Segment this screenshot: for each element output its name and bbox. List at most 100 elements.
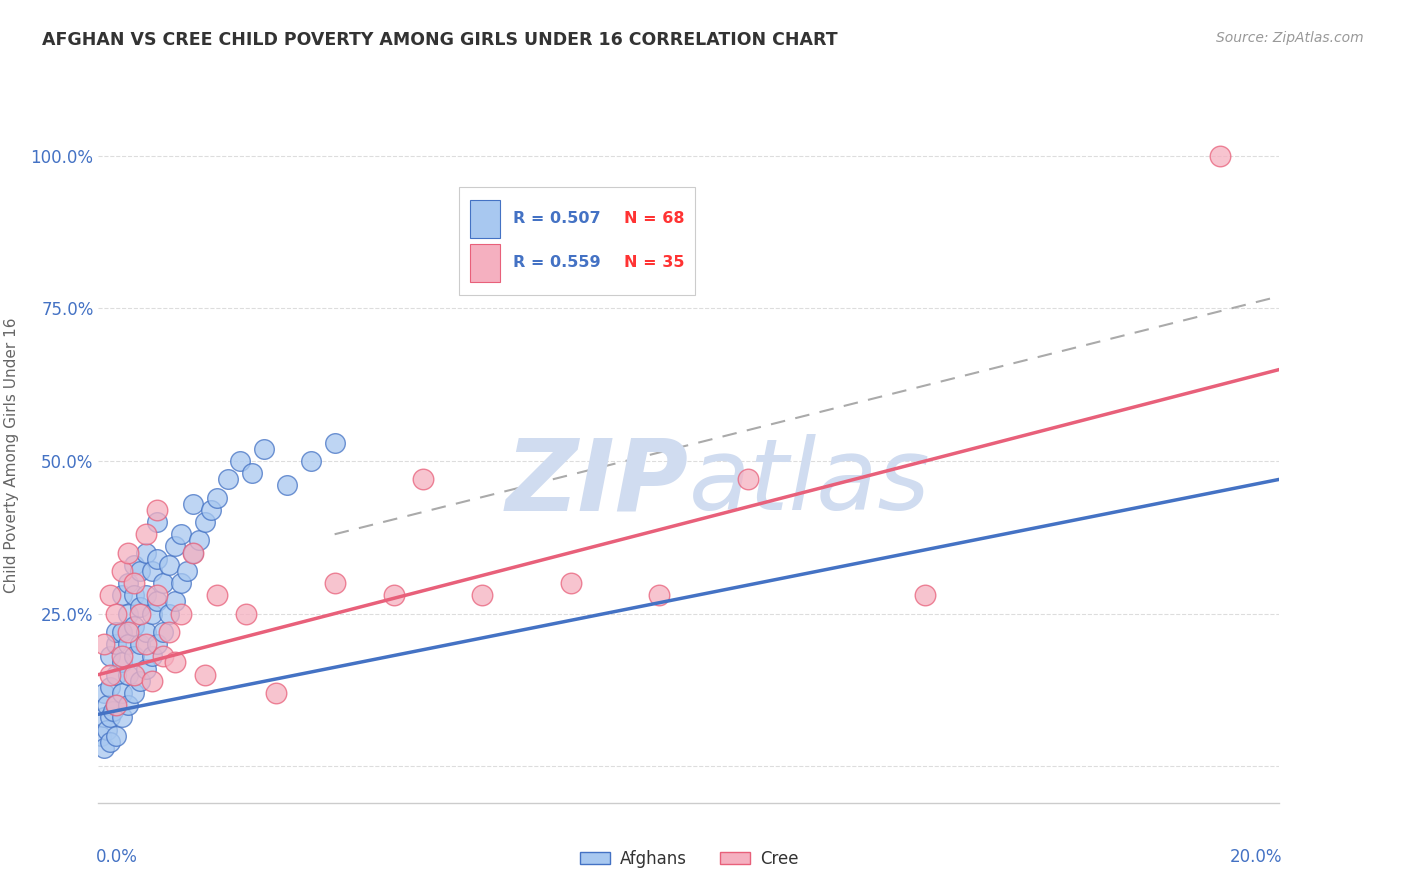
- FancyBboxPatch shape: [471, 244, 501, 283]
- Point: [111, 710, 134, 724]
- Legend: Afghans, Cree: Afghans, Cree: [572, 843, 806, 874]
- Point: [165, 594, 187, 608]
- Point: [96, 698, 118, 713]
- Point: [93, 710, 115, 724]
- FancyBboxPatch shape: [458, 187, 695, 295]
- Point: [170, 527, 193, 541]
- Text: Source: ZipAtlas.com: Source: ZipAtlas.com: [1216, 31, 1364, 45]
- Text: atlas: atlas: [689, 434, 931, 532]
- Point: [165, 656, 187, 670]
- Text: ZIP: ZIP: [506, 434, 689, 532]
- Point: [128, 673, 150, 688]
- Point: [103, 704, 125, 718]
- Point: [135, 588, 157, 602]
- Point: [117, 637, 139, 651]
- Point: [117, 607, 139, 621]
- Point: [122, 667, 145, 681]
- Point: [146, 594, 169, 608]
- FancyBboxPatch shape: [471, 200, 501, 238]
- Point: [170, 607, 193, 621]
- Point: [111, 649, 134, 664]
- Text: 0.0%: 0.0%: [96, 848, 138, 866]
- Point: [205, 588, 228, 602]
- Point: [146, 637, 169, 651]
- Point: [117, 576, 139, 591]
- Point: [105, 698, 128, 713]
- Point: [111, 624, 134, 639]
- Point: [141, 649, 163, 664]
- Point: [648, 588, 671, 602]
- Point: [323, 576, 346, 591]
- Point: [914, 588, 936, 602]
- Point: [128, 564, 150, 578]
- Point: [146, 515, 169, 529]
- Point: [141, 564, 163, 578]
- Point: [117, 624, 139, 639]
- Point: [98, 667, 121, 681]
- Point: [323, 435, 346, 450]
- Point: [264, 686, 287, 700]
- Point: [111, 588, 134, 602]
- Point: [157, 624, 180, 639]
- Text: R = 0.559: R = 0.559: [513, 255, 600, 270]
- Point: [276, 478, 298, 492]
- Point: [135, 661, 157, 675]
- Point: [229, 454, 252, 468]
- Point: [165, 540, 187, 554]
- Point: [141, 673, 163, 688]
- Point: [205, 491, 228, 505]
- Point: [194, 667, 217, 681]
- Point: [235, 607, 257, 621]
- Point: [181, 545, 204, 559]
- Point: [122, 576, 145, 591]
- Point: [122, 588, 145, 602]
- Point: [122, 686, 145, 700]
- Point: [146, 588, 169, 602]
- Point: [105, 607, 128, 621]
- Point: [170, 576, 193, 591]
- Point: [105, 624, 128, 639]
- Point: [98, 588, 121, 602]
- Point: [217, 472, 239, 486]
- Point: [560, 576, 582, 591]
- Point: [240, 467, 263, 481]
- Text: N = 68: N = 68: [624, 211, 685, 226]
- Point: [128, 637, 150, 651]
- Point: [146, 551, 169, 566]
- Point: [93, 637, 115, 651]
- Point: [187, 533, 209, 548]
- Point: [117, 698, 139, 713]
- Point: [105, 729, 128, 743]
- Point: [111, 564, 134, 578]
- Point: [93, 686, 115, 700]
- Point: [382, 588, 405, 602]
- Point: [200, 503, 222, 517]
- Point: [105, 667, 128, 681]
- Point: [105, 698, 128, 713]
- Text: AFGHAN VS CREE CHILD POVERTY AMONG GIRLS UNDER 16 CORRELATION CHART: AFGHAN VS CREE CHILD POVERTY AMONG GIRLS…: [42, 31, 838, 49]
- Point: [98, 735, 121, 749]
- Point: [412, 472, 434, 486]
- Point: [122, 558, 145, 572]
- Point: [152, 624, 174, 639]
- Point: [135, 624, 157, 639]
- Point: [181, 545, 204, 559]
- Point: [135, 637, 157, 651]
- Point: [152, 649, 174, 664]
- Point: [128, 607, 150, 621]
- Point: [181, 497, 204, 511]
- Point: [471, 588, 494, 602]
- Text: R = 0.507: R = 0.507: [513, 211, 600, 226]
- Point: [135, 527, 157, 541]
- Point: [135, 545, 157, 559]
- Point: [93, 740, 115, 755]
- Point: [176, 564, 198, 578]
- Point: [96, 723, 118, 737]
- Point: [98, 710, 121, 724]
- Y-axis label: Child Poverty Among Girls Under 16: Child Poverty Among Girls Under 16: [4, 318, 20, 592]
- Point: [117, 667, 139, 681]
- Point: [299, 454, 322, 468]
- Point: [117, 545, 139, 559]
- Point: [253, 442, 276, 456]
- Point: [90, 729, 112, 743]
